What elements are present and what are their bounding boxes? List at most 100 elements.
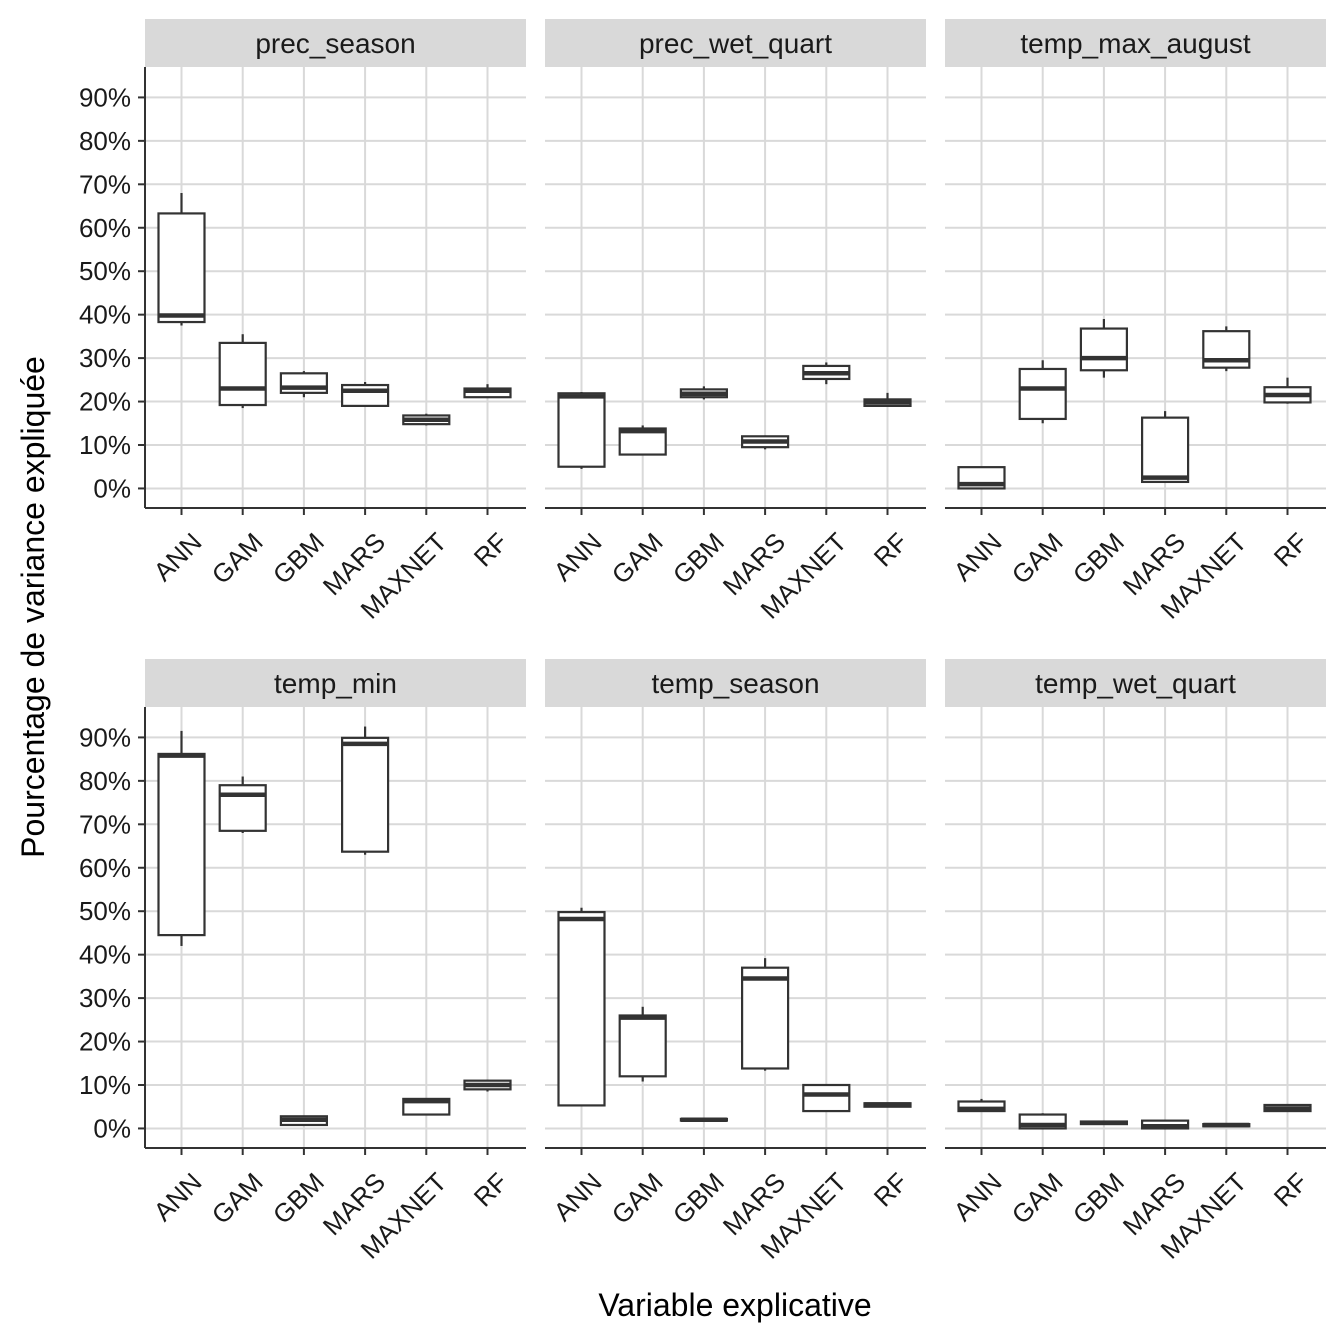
y-tick-label: 20% — [79, 387, 131, 417]
boxplot-temp_season-rf — [863, 1102, 912, 1108]
box-iqr — [218, 341, 267, 407]
boxplot-temp_min-rf — [463, 1079, 512, 1092]
box-iqr — [157, 212, 206, 324]
y-tick-label: 70% — [79, 169, 131, 199]
box-iqr — [218, 784, 267, 832]
y-tick-label: 70% — [79, 809, 131, 839]
boxplot-prec_season-mars — [341, 382, 390, 407]
y-tick-label: 50% — [79, 256, 131, 286]
facet-strip — [545, 19, 926, 67]
boxplot-temp_min-mars — [341, 726, 390, 855]
box-iqr — [618, 1014, 667, 1078]
box-iqr — [279, 372, 328, 394]
boxplot-prec_season-gbm — [279, 371, 328, 398]
x-tick-label: ANN — [947, 1167, 1007, 1227]
boxplot-prec_season-gam — [218, 334, 267, 409]
box-iqr — [1018, 367, 1067, 421]
boxplot-temp_season-gam — [618, 1006, 667, 1082]
y-tick-label: 90% — [79, 722, 131, 752]
x-tick-label: ANN — [147, 1167, 207, 1227]
x-tick-label: GAM — [1006, 527, 1069, 590]
x-tick-label: GAM — [1006, 1167, 1069, 1230]
x-tick-label: ANN — [547, 1167, 607, 1227]
x-axis-title: Variable explicative — [598, 1287, 871, 1323]
facet-strip-label: temp_wet_quart — [1035, 668, 1236, 699]
boxplot-temp_wet_quart-gam — [1018, 1113, 1067, 1130]
boxplot-temp_wet_quart-ann — [957, 1098, 1006, 1113]
box-iqr — [740, 966, 790, 1070]
box-iqr — [341, 736, 390, 853]
facet-strip-label: prec_wet_quart — [639, 28, 832, 59]
y-tick-label: 0% — [93, 1113, 131, 1143]
y-tick-label: 10% — [79, 430, 131, 460]
x-tick-label: GAM — [606, 1167, 669, 1230]
boxplot-temp_max_august-maxnet — [1202, 326, 1251, 372]
x-tick-label: RF — [1268, 1167, 1314, 1213]
boxplot-temp_season-mars — [740, 958, 790, 1071]
facet-strip — [945, 19, 1326, 67]
y-tick-label: 40% — [79, 940, 131, 970]
facet-strip — [945, 659, 1326, 707]
boxplot-temp_wet_quart-maxnet — [1202, 1122, 1251, 1128]
boxplot-temp_max_august-rf — [1263, 377, 1312, 404]
box-iqr — [157, 752, 206, 937]
boxplot-prec_wet_quart-gam — [618, 425, 667, 456]
box-iqr — [1140, 416, 1190, 484]
y-tick-label: 40% — [79, 300, 131, 330]
boxplot-prec_season-rf — [463, 384, 512, 399]
y-tick-label: 80% — [79, 126, 131, 156]
boxplot-prec_wet_quart-ann — [557, 391, 606, 469]
y-tick-label: 60% — [79, 213, 131, 243]
facet-strip — [545, 659, 926, 707]
x-tick-label: RF — [868, 1167, 914, 1213]
boxplot-prec_wet_quart-rf — [863, 392, 912, 407]
x-tick-label: ANN — [147, 527, 207, 587]
x-tick-label: RF — [468, 527, 514, 573]
facet-strip — [145, 19, 526, 67]
boxplot-temp_min-ann — [157, 730, 206, 946]
boxplot-temp_min-maxnet — [402, 1097, 451, 1116]
facet-strip — [145, 659, 526, 707]
boxplot-temp_min-gam — [218, 776, 267, 833]
facet-panel-prec_season: prec_season 0% 10% 20% 30% 40% 50% 60% 70% 80% 90%… — [79, 19, 526, 625]
x-tick-label: RF — [868, 527, 914, 573]
y-tick-label: 30% — [79, 983, 131, 1013]
x-tick-label: GAM — [206, 527, 269, 590]
boxplot-prec_wet_quart-mars — [740, 435, 790, 450]
boxplot-temp_wet_quart-gbm — [1079, 1120, 1129, 1126]
y-tick-label: 20% — [79, 1027, 131, 1057]
boxplot-temp_season-maxnet — [802, 1083, 851, 1113]
boxplot-prec_season-ann — [157, 193, 206, 326]
box-iqr — [341, 383, 390, 407]
boxplot-temp_wet_quart-mars — [1140, 1119, 1190, 1130]
boxplot-temp_max_august-ann — [957, 466, 1006, 490]
boxplot-temp_max_august-gbm — [1079, 319, 1129, 378]
boxplot-prec_season-maxnet — [402, 413, 451, 426]
facet-strip-label: temp_season — [651, 668, 819, 699]
y-tick-label: 10% — [79, 1070, 131, 1100]
box-iqr — [557, 392, 606, 468]
boxplot-temp_wet_quart-rf — [1263, 1103, 1312, 1113]
facet-panel-temp_min: temp_min 0% 10% 20% 30% 40% 50% 60% 70% 80% 90% ANN… — [79, 659, 526, 1265]
facet-strip-label: prec_season — [255, 28, 415, 59]
box-iqr — [802, 1083, 851, 1113]
boxplot-temp_min-gbm — [279, 1115, 328, 1127]
y-tick-label: 30% — [79, 343, 131, 373]
y-tick-label: 50% — [79, 896, 131, 926]
facet-strip-label: temp_min — [274, 668, 397, 699]
boxplot-temp_season-gbm — [679, 1117, 729, 1123]
x-tick-label: GAM — [606, 527, 669, 590]
y-tick-label: 90% — [79, 82, 131, 112]
facet-strip-label: temp_max_august — [1020, 28, 1251, 59]
x-tick-label: RF — [1268, 527, 1314, 573]
boxplot-temp_season-ann — [557, 907, 606, 1107]
x-tick-label: ANN — [547, 527, 607, 587]
boxplot-prec_wet_quart-gbm — [679, 386, 729, 400]
x-tick-label: ANN — [947, 527, 1007, 587]
y-tick-label: 80% — [79, 766, 131, 796]
